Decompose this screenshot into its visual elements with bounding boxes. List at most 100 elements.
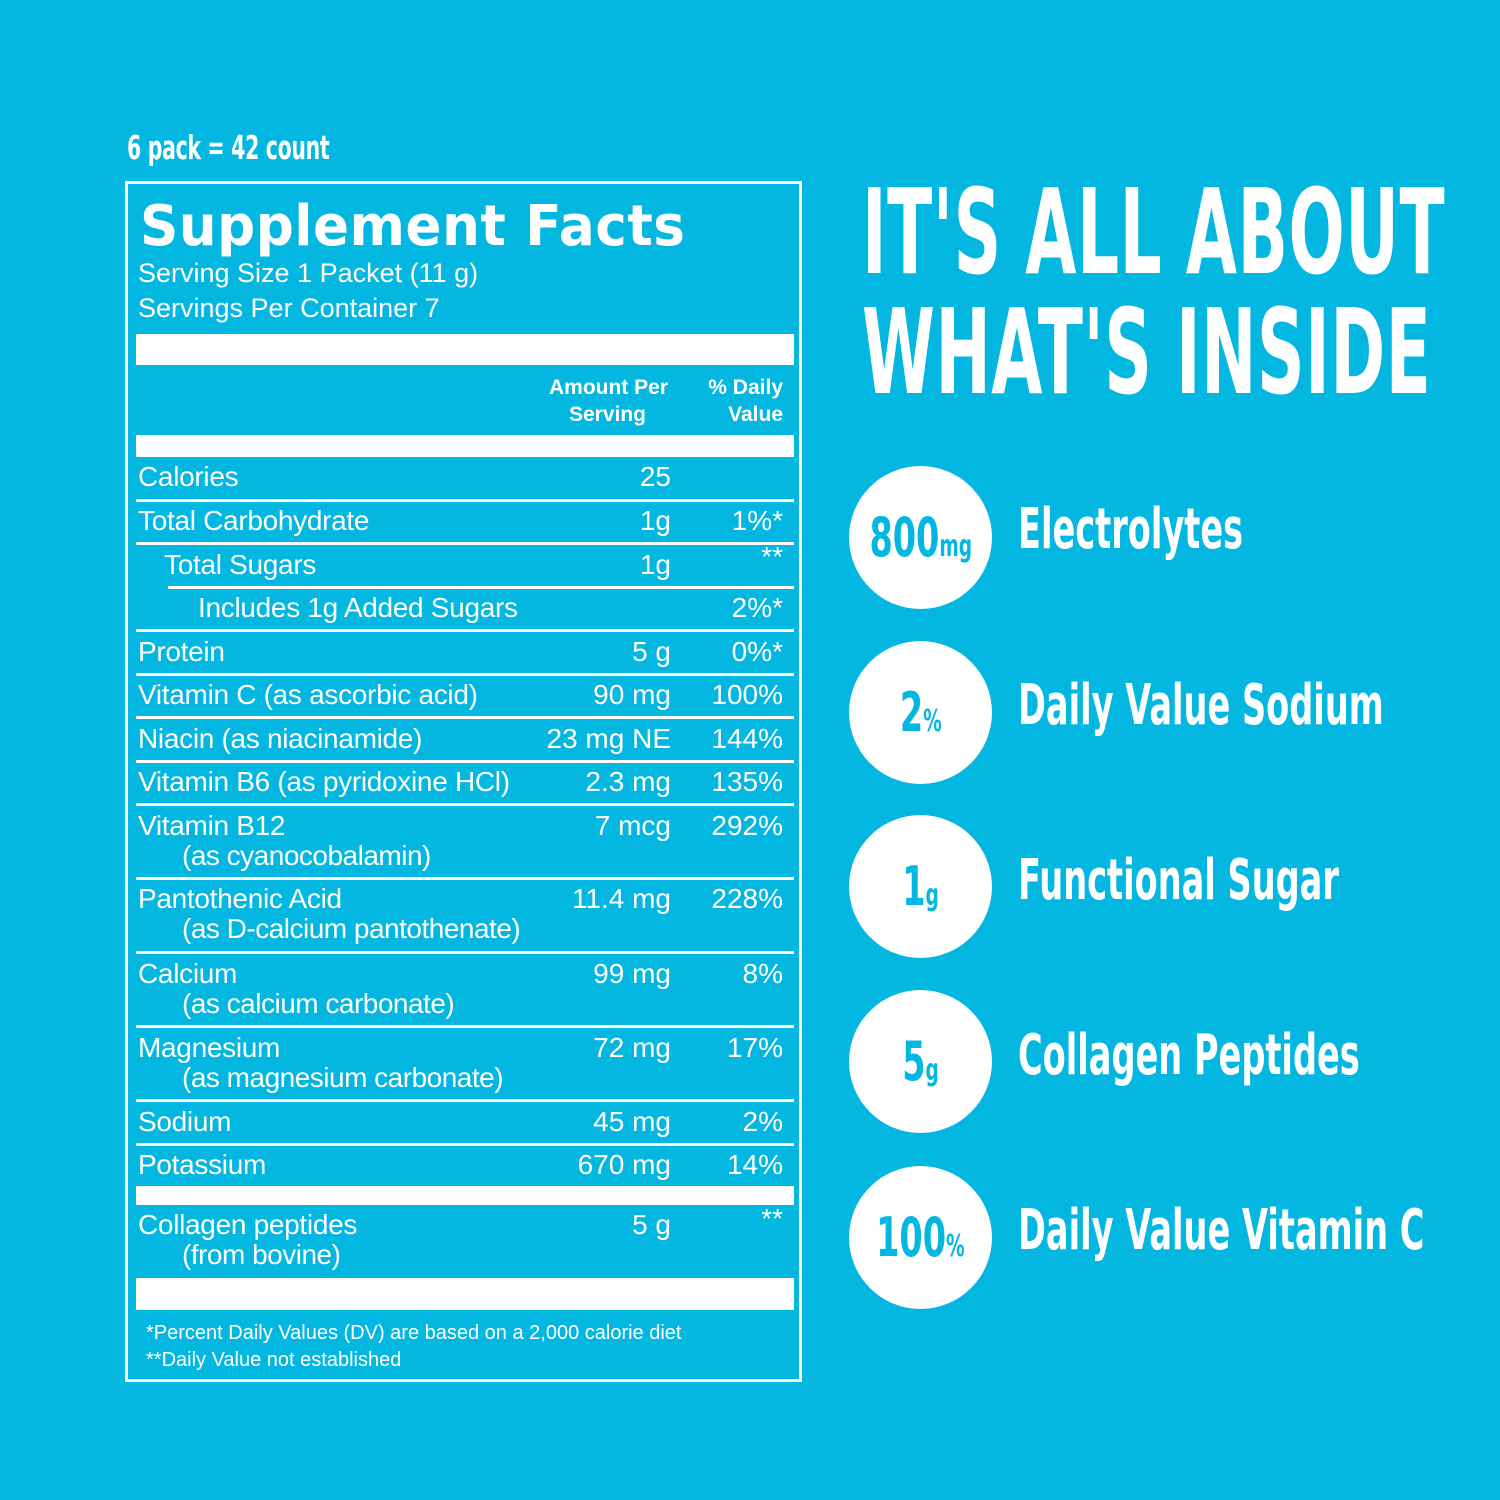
nutrient-source: (as D-calcium pantothenate) xyxy=(182,913,521,944)
nutrient-name: Includes 1g Added Sugars xyxy=(198,592,518,623)
nutrient-name: Collagen peptides xyxy=(138,1209,358,1240)
nutrient-dv: 2% xyxy=(742,1106,783,1137)
nutrient-amount: 1g xyxy=(639,505,671,536)
badge-number: 1 xyxy=(902,855,926,918)
feature-badge-vitamin-c: 100% xyxy=(849,1166,992,1309)
header-amount-line1: Amount Per xyxy=(548,376,668,399)
nutrient-name: Total Carbohydrate xyxy=(138,505,370,536)
nutrient-name: Potassium xyxy=(138,1149,267,1180)
header-dv-line2: Value xyxy=(728,403,783,426)
nutrient-name: Vitamin B12 xyxy=(138,810,286,841)
nutrient-dv: 0%* xyxy=(731,636,783,667)
badge-value: 5g xyxy=(902,1030,939,1093)
row-divider xyxy=(136,716,794,719)
medium-divider xyxy=(136,1186,794,1205)
header-amount-line2: Serving xyxy=(568,403,646,426)
medium-divider xyxy=(136,435,794,457)
badge-value: 800mg xyxy=(869,506,972,569)
nutrient-dv: 144% xyxy=(711,723,783,754)
thick-divider xyxy=(136,334,794,365)
nutrient-dv: 228% xyxy=(711,883,783,914)
nutrient-dv: 1%* xyxy=(731,505,783,536)
nutrient-dv: ** xyxy=(761,1203,783,1234)
row-divider xyxy=(136,673,794,676)
badge-value: 2% xyxy=(900,681,942,744)
badge-unit: g xyxy=(925,878,939,913)
feature-badge-electrolytes: 800mg xyxy=(849,466,992,609)
nutrient-amount: 90 mg xyxy=(593,679,671,710)
nutrient-name: Calcium xyxy=(138,958,238,989)
badge-number: 100 xyxy=(876,1206,947,1269)
feature-badge-sodium: 2% xyxy=(849,641,992,784)
nutrient-source: (from bovine) xyxy=(182,1239,341,1270)
thick-divider xyxy=(136,1278,794,1310)
header-daily-value: % Daily Value xyxy=(683,374,783,428)
row-divider xyxy=(136,760,794,763)
serving-size: Serving Size 1 Packet (11 g) xyxy=(138,258,479,288)
feature-badge-collagen: 5g xyxy=(849,990,992,1133)
footnote-dv: *Percent Daily Values (DV) are based on … xyxy=(146,1322,682,1344)
badge-unit: % xyxy=(946,1229,965,1264)
feature-label-electrolytes: Electrolytes xyxy=(1018,497,1244,562)
nutrient-name: Pantothenic Acid xyxy=(138,883,342,914)
nutrient-amount: 670 mg xyxy=(577,1149,671,1180)
badge-number: 2 xyxy=(899,681,923,744)
nutrient-dv: ** xyxy=(761,541,783,572)
row-divider xyxy=(136,951,794,954)
nutrient-dv: 2%* xyxy=(731,592,783,623)
row-divider xyxy=(136,803,794,806)
feature-badge-sugar: 1g xyxy=(849,815,992,958)
nutrient-amount: 11.4 mg xyxy=(571,883,671,914)
nutrient-name: Sodium xyxy=(138,1106,232,1137)
nutrient-name: Vitamin B6 (as pyridoxine HCl) xyxy=(138,766,510,797)
header-amount: Amount Per Serving xyxy=(518,374,668,428)
badge-number: 800 xyxy=(869,506,940,569)
feature-label-sugar: Functional Sugar xyxy=(1018,848,1339,913)
nutrient-amount: 1g xyxy=(639,549,671,580)
row-divider xyxy=(136,1143,794,1146)
row-divider xyxy=(136,1099,794,1102)
nutrient-amount: 7 mcg xyxy=(594,810,671,841)
nutrient-dv: 17% xyxy=(726,1032,783,1063)
nutrient-name: Magnesium xyxy=(138,1032,281,1063)
badge-unit: mg xyxy=(939,529,972,564)
servings-per-container: Servings Per Container 7 xyxy=(138,293,440,323)
supplement-facts-panel: Supplement Facts Serving Size 1 Packet (… xyxy=(125,181,802,1382)
facts-title: Supplement Facts xyxy=(140,194,686,259)
nutrient-name: Vitamin C (as ascorbic acid) xyxy=(138,679,478,710)
nutrient-amount: 23 mg NE xyxy=(546,723,672,754)
nutrient-amount: 5 g xyxy=(632,1209,671,1240)
nutrient-dv: 135% xyxy=(711,766,783,797)
nutrient-dv: 292% xyxy=(711,810,783,841)
nutrient-amount: 5 g xyxy=(632,636,671,667)
nutrient-dv: 14% xyxy=(726,1149,783,1180)
pack-count-label: 6 pack = 42 count xyxy=(127,128,330,167)
headline-line1: IT'S ALL ABOUT xyxy=(862,163,1446,301)
row-divider xyxy=(136,629,794,632)
row-divider xyxy=(168,586,794,589)
nutrient-amount: 25 xyxy=(639,461,671,492)
badge-value: 100% xyxy=(876,1206,965,1269)
feature-label-sodium: Daily Value Sodium xyxy=(1018,673,1384,738)
nutrient-amount: 45 mg xyxy=(593,1106,671,1137)
nutrient-dv: 100% xyxy=(711,679,783,710)
nutrient-dv: 8% xyxy=(742,958,783,989)
footnote-not-established: **Daily Value not established xyxy=(146,1349,402,1371)
nutrient-source: (as calcium carbonate) xyxy=(182,988,455,1019)
nutrient-amount: 2.3 mg xyxy=(585,766,671,797)
nutrient-amount: 72 mg xyxy=(593,1032,671,1063)
feature-label-vitamin-c: Daily Value Vitamin C xyxy=(1018,1198,1425,1263)
nutrient-name: Protein xyxy=(138,636,225,667)
row-divider xyxy=(136,542,794,545)
nutrient-name: Niacin (as niacinamide) xyxy=(138,723,423,754)
row-divider xyxy=(136,1025,794,1028)
badge-value: 1g xyxy=(902,855,939,918)
nutrient-source: (as cyanocobalamin) xyxy=(182,840,431,871)
row-divider xyxy=(136,877,794,880)
row-divider xyxy=(136,499,794,502)
badge-number: 5 xyxy=(902,1030,926,1093)
header-dv-line1: % Daily xyxy=(708,376,783,399)
nutrient-name: Calories xyxy=(138,461,239,492)
nutrient-source: (as magnesium carbonate) xyxy=(182,1062,504,1093)
nutrient-name: Total Sugars xyxy=(164,549,317,580)
